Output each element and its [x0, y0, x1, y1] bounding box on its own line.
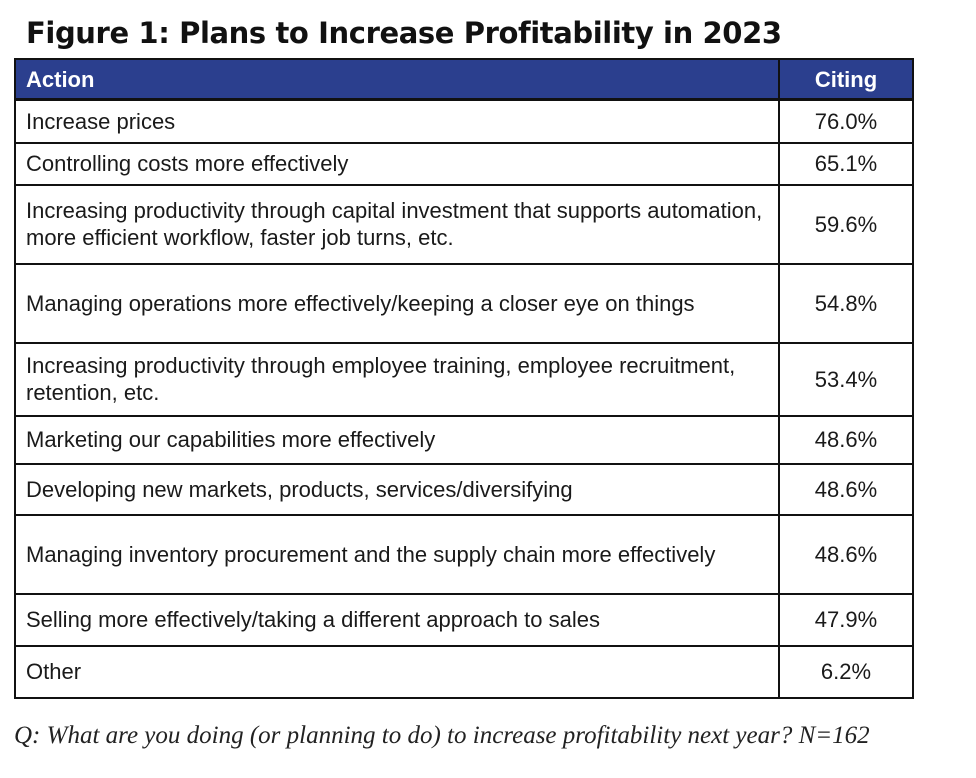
- citing-cell: 59.6%: [778, 183, 914, 265]
- citing-cell: 48.6%: [778, 513, 914, 595]
- profitability-table: Action Citing Increase prices 76.0% Cont…: [14, 58, 914, 699]
- table-container: Action Citing Increase prices 76.0% Cont…: [14, 58, 914, 699]
- action-cell: Marketing our capabilities more effectiv…: [14, 414, 780, 465]
- column-header-citing: Citing: [778, 58, 914, 101]
- action-cell: Developing new markets, products, servic…: [14, 462, 780, 516]
- action-cell: Increase prices: [14, 98, 780, 144]
- action-cell: Increasing productivity through employee…: [14, 341, 780, 417]
- action-cell: Managing inventory procurement and the s…: [14, 513, 780, 595]
- table-row: Increasing productivity through employee…: [14, 341, 914, 417]
- table-row: Increase prices 76.0%: [14, 98, 914, 144]
- table-row: Marketing our capabilities more effectiv…: [14, 414, 914, 465]
- citing-cell: 53.4%: [778, 341, 914, 417]
- table-row: Managing operations more effectively/kee…: [14, 262, 914, 344]
- header-row: Action Citing: [14, 58, 914, 101]
- table-row: Selling more effectively/taking a differ…: [14, 592, 914, 647]
- survey-question-footnote: Q: What are you doing (or planning to do…: [14, 722, 870, 749]
- citing-cell: 65.1%: [778, 141, 914, 186]
- table-row: Other 6.2%: [14, 644, 914, 699]
- column-header-action: Action: [14, 58, 780, 101]
- table-row: Managing inventory procurement and the s…: [14, 513, 914, 595]
- table-row: Increasing productivity through capital …: [14, 183, 914, 265]
- citing-cell: 47.9%: [778, 592, 914, 647]
- action-cell: Increasing productivity through capital …: [14, 183, 780, 265]
- action-cell: Selling more effectively/taking a differ…: [14, 592, 780, 647]
- action-cell: Other: [14, 644, 780, 699]
- citing-cell: 48.6%: [778, 414, 914, 465]
- table-row: Developing new markets, products, servic…: [14, 462, 914, 516]
- action-cell: Controlling costs more effectively: [14, 141, 780, 186]
- figure-title: Figure 1: Plans to Increase Profitabilit…: [26, 16, 782, 50]
- table-row: Controlling costs more effectively 65.1%: [14, 141, 914, 186]
- citing-cell: 48.6%: [778, 462, 914, 516]
- citing-cell: 76.0%: [778, 98, 914, 144]
- citing-cell: 54.8%: [778, 262, 914, 344]
- citing-cell: 6.2%: [778, 644, 914, 699]
- action-cell: Managing operations more effectively/kee…: [14, 262, 780, 344]
